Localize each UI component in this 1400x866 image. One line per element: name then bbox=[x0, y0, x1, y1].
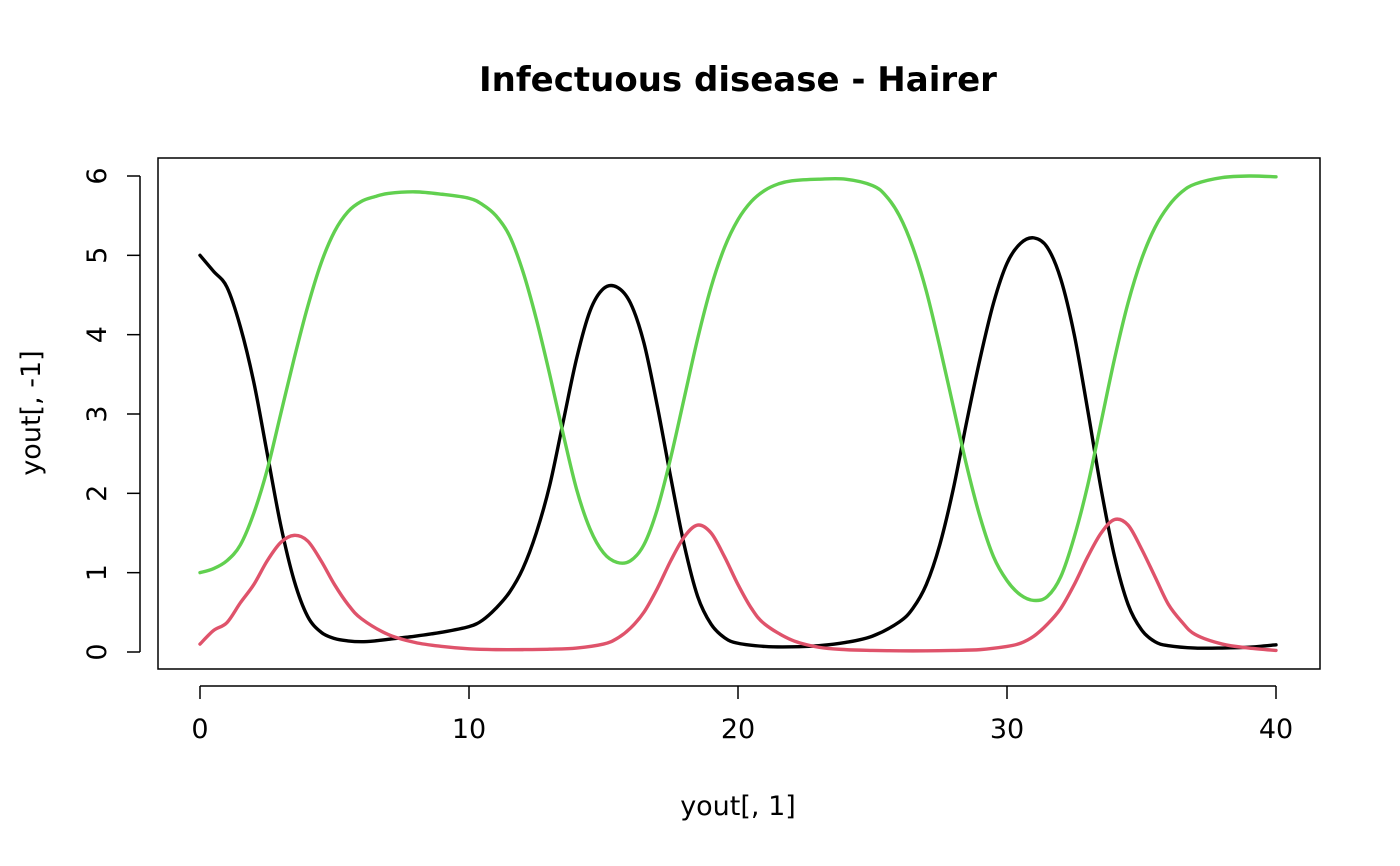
y-axis: 0 1 2 3 4 5 6 bbox=[82, 167, 141, 661]
x-tick-label: 40 bbox=[1259, 714, 1293, 745]
series-group bbox=[198, 174, 1278, 653]
x-axis-label: yout[, 1] bbox=[680, 791, 796, 822]
x-tick-label: 30 bbox=[990, 714, 1024, 745]
y-tick-label: 4 bbox=[82, 326, 113, 343]
x-axis: 0 10 20 30 40 bbox=[191, 685, 1293, 745]
y-tick-label: 0 bbox=[82, 643, 113, 660]
y-tick-label: 1 bbox=[82, 564, 113, 581]
x-tick-label: 0 bbox=[191, 714, 208, 745]
series-line-3 bbox=[198, 174, 1278, 603]
x-tick-label: 20 bbox=[721, 714, 755, 745]
series-line-1 bbox=[198, 236, 1278, 650]
y-axis-label: yout[, -1] bbox=[16, 350, 47, 475]
y-tick-label: 5 bbox=[82, 247, 113, 264]
y-tick-label: 6 bbox=[82, 167, 113, 184]
series-line-2 bbox=[198, 517, 1278, 653]
chart-title: Infectuous disease - Hairer bbox=[479, 60, 997, 100]
x-tick-label: 10 bbox=[452, 714, 486, 745]
y-tick-label: 2 bbox=[82, 485, 113, 502]
plot-area-frame bbox=[157, 157, 1321, 670]
y-tick-label: 3 bbox=[82, 405, 113, 422]
